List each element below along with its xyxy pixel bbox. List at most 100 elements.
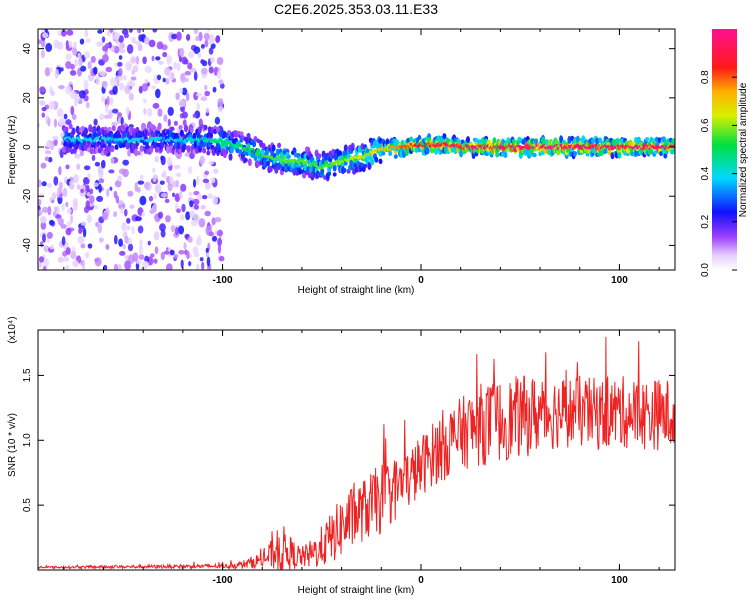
spectrogram-noise-cell [154,184,162,194]
spectrogram-noise-cell [109,29,114,33]
spectrogram-ridge-cell [302,172,307,179]
spectrogram-noise-cell [148,195,154,202]
spectrogram-noise-cell [173,164,181,170]
spectrogram-noise-cell [177,225,185,235]
spectrogram-panel: -100 0 100 40 20 0 -20 -40 Height of straight … [7,28,676,296]
spectrogram-noise-cell [63,256,70,262]
spectrogram-noise-cell [87,61,92,70]
spectrogram-ridge-core [283,156,287,160]
spectrogram-ridge-cell [111,125,116,132]
spectrogram-noise-cell [155,88,161,99]
spectrogram-ridge-cell [227,130,232,135]
spectrogram-noise-cell [123,33,129,39]
spectrogram-noise-cell [141,83,149,92]
spectrogram-noise-cell [78,90,86,99]
snr-series-line [38,336,675,570]
spectrogram-noise-cell [68,40,73,48]
spectrogram-noise-cell [40,215,47,224]
spectrogram-noise-cell [49,196,53,202]
spectrogram-noise-cell [162,51,168,58]
spectrogram-noise-cell [188,51,195,58]
spectrogram-noise-cell [200,96,208,102]
spectrogram-noise-cell [166,54,173,65]
spectrogram-ridge-core [96,136,101,140]
spectrogram-noise-cell [50,90,55,97]
spectrogram-noise-cell [69,180,74,187]
spectrogram-ridge-cell [203,124,208,131]
spectrogram-ridge-cell [102,143,107,148]
spectrogram-noise-cell [65,201,69,208]
snr-x-ticks: -100 0 100 [63,330,660,586]
spectrogram-noise-cell [79,38,85,45]
spectrogram-noise-cell [124,208,128,217]
spectrogram-ridge-cell [466,136,470,143]
spectrogram-noise-cell [144,181,150,190]
spectrogram-ridge-cell [495,152,500,158]
spectrogram-noise-cell [38,261,43,269]
spectrogram-noise-cell [85,200,90,210]
spectrogram-noise-cell [205,247,209,253]
spectrogram-noise-cell [42,206,49,213]
spectrogram-noise-cell [40,221,47,230]
x-tick-label: 100 [611,275,628,286]
spectrogram-ridge-cell [659,151,664,157]
spectrogram-noise-cell [41,107,47,112]
spectrogram-noise-cell [204,39,209,48]
spectrogram-noise-cell [203,32,210,41]
spectrogram-noise-cell [111,121,118,127]
spectrogram-noise-cell [167,118,171,127]
spectrogram-noise-cell [109,186,113,191]
spectrogram-noise-cell [65,53,72,61]
spectrogram-noise-cell [139,195,147,206]
spectrogram-noise-cell [162,77,166,83]
spectrogram-ridge-cell [414,146,419,153]
spectrogram-noise-cell [61,203,65,212]
spectrogram-noise-cell [175,179,180,188]
spectrogram-noise-cell [77,235,85,245]
spectrogram-noise-cell [98,168,104,179]
spectrogram-noise-cell [118,35,124,43]
spectrogram-noise-cell [193,71,198,81]
spectrogram-noise-cell [181,87,188,96]
spectrogram-noise-cell [115,195,120,204]
spectrogram-noise-cell [214,217,222,223]
spectrogram-noise-cell [155,56,161,61]
spectrogram-noise-cell [156,74,162,81]
spectrogram-noise-cell [98,237,104,243]
spectrogram-noise-cell [197,52,202,59]
spectrogram-noise-cell [112,85,118,95]
spectrogram-noise-cell [85,252,90,259]
snr-multiplier-label: (x10⁴) [7,316,18,343]
spectrogram-noise-cell [41,112,46,118]
spectrogram-noise-cell [174,193,181,203]
spectrogram-noise-cell [208,47,214,55]
spectrogram-ridge-core [559,143,563,147]
spectrogram-noise-cell [126,44,134,54]
spectrogram-noise-cell [193,204,199,210]
x-tick-label: -100 [213,575,233,586]
spectrogram-ridge-cell [229,146,234,154]
spectrogram-noise-cell [160,155,166,166]
spectrogram-ridge-cell [64,126,69,133]
spectrogram-ridge-cell [385,138,390,146]
spectrogram-noise-cell [44,156,50,162]
spectrogram-noise-cell [49,67,53,73]
spectrogram-noise-cell [47,205,52,216]
spectrogram-noise-cell [218,79,224,85]
spectrogram-noise-cell [65,164,70,170]
spectrogram-noise-cell [93,182,99,187]
spectrogram-noise-cell [207,193,213,199]
spectrogram-noise-cell [72,202,78,211]
spectrogram-ridge-cell [74,145,79,150]
spectrogram-noise-cell [72,260,79,268]
spectrogram-noise-cell [102,54,109,63]
y-tick-label: 40 [22,43,33,55]
spectrogram-noise-cell [165,215,171,223]
spectrogram-noise-cell [97,223,103,234]
spectrogram-noise-cell [173,61,178,70]
spectrogram-ridge-cell [68,123,73,130]
colorbar-tick-label: 0.4 [700,166,711,180]
spectrogram-ridge-cell [545,139,550,146]
spectrogram-noise-cell [98,178,105,184]
